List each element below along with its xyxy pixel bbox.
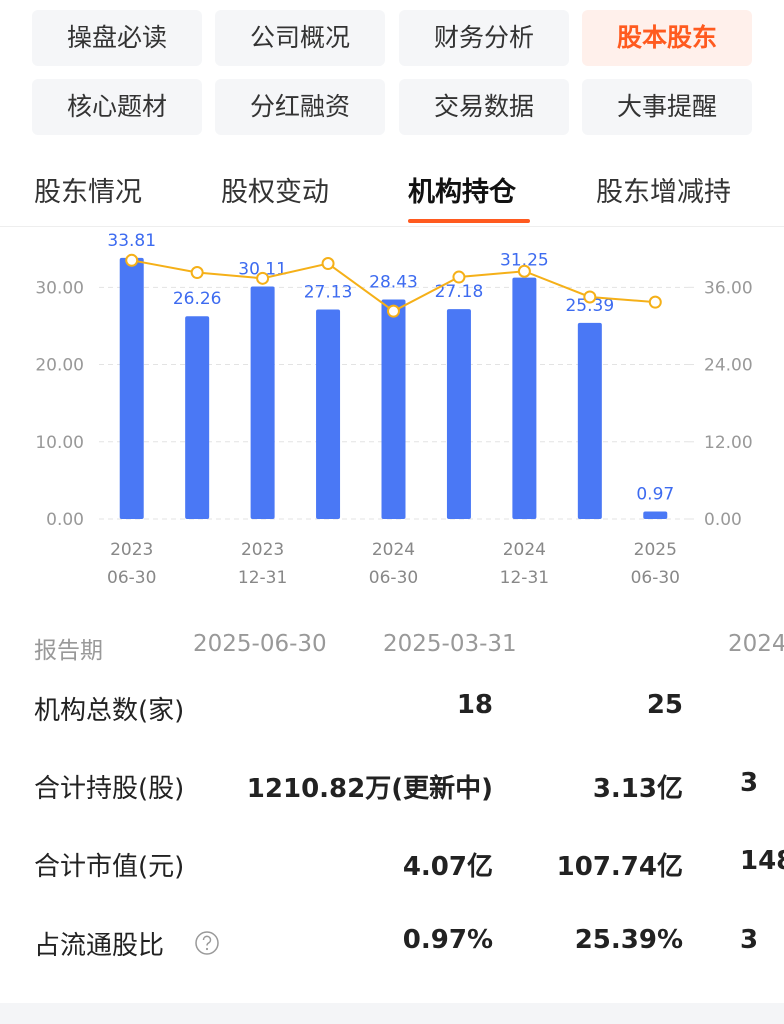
- table-cell: 占流通股比: [34, 931, 165, 961]
- y-tick-label: 10.00: [35, 433, 84, 453]
- x-tick-label: 2025 06-30: [630, 540, 680, 588]
- y2-tick-label: 12.00: [704, 433, 753, 453]
- bar: [643, 511, 668, 519]
- bar-value-label: 33.81: [107, 231, 156, 251]
- table-cell: 148: [740, 846, 784, 876]
- table-cell: 18: [456, 690, 493, 720]
- table-cell: 107.74亿: [556, 852, 683, 882]
- y2-tick-label: 0.00: [704, 510, 742, 530]
- table-cell: 25.39%: [574, 925, 683, 955]
- table-cell: 合计持股(股): [34, 774, 185, 804]
- nav-button[interactable]: 股本股东: [582, 10, 752, 66]
- table-header-cell: 报告期: [34, 638, 103, 664]
- bar-value-label: 28.43: [369, 272, 418, 292]
- nav-button[interactable]: 操盘必读: [32, 10, 202, 66]
- x-tick-label: 2023 12-31: [237, 540, 288, 588]
- bar: [446, 309, 471, 519]
- bar-value-label: 0.97: [636, 485, 674, 505]
- tab-divider: [0, 226, 784, 227]
- tab[interactable]: 机构持仓: [408, 177, 516, 208]
- nav-button[interactable]: 交易数据: [399, 79, 569, 135]
- table-cell: 3: [740, 925, 759, 955]
- nav-button[interactable]: 核心题材: [32, 79, 202, 135]
- tab[interactable]: 股东情况: [34, 177, 142, 208]
- bar-value-label: 25.39: [565, 296, 614, 316]
- table-cell: 0.97%: [402, 925, 493, 955]
- table-cell: 合计市值(元): [34, 852, 185, 882]
- x-tick-label: 2023 06-30: [107, 540, 157, 588]
- help-icon[interactable]: [194, 930, 220, 956]
- table-cell: 3.13亿: [592, 774, 683, 804]
- table-header-cell: 2024: [728, 631, 784, 657]
- nav-button[interactable]: 公司概况: [215, 10, 385, 66]
- y2-tick-label: 36.00: [704, 278, 753, 298]
- line-point: [517, 264, 531, 278]
- nav-button[interactable]: 分红融资: [215, 79, 385, 135]
- bar-value-label: 30.11: [238, 259, 287, 279]
- tab[interactable]: 股东增减持: [596, 177, 731, 208]
- line-point: [387, 304, 400, 318]
- bar: [185, 316, 210, 519]
- tab[interactable]: 股权变动: [221, 177, 329, 208]
- table-cell: 机构总数(家): [34, 696, 185, 726]
- line-point: [452, 270, 466, 284]
- table-cell: 3: [740, 768, 759, 798]
- tab-underline: [408, 219, 530, 223]
- bar-value-label: 27.13: [304, 282, 353, 302]
- nav-button[interactable]: 大事提醒: [582, 79, 752, 135]
- bar-value-label: 31.25: [500, 251, 549, 271]
- y2-tick-label: 24.00: [704, 356, 753, 376]
- table-header-cell: 2025-06-30: [193, 631, 327, 657]
- line-point: [648, 295, 662, 309]
- line-point: [190, 266, 204, 280]
- table-header-cell: 2025-03-31: [383, 631, 517, 657]
- bottom-bar: [0, 1003, 784, 1024]
- bar: [119, 257, 144, 519]
- bar: [381, 299, 406, 519]
- y-tick-label: 30.00: [35, 278, 84, 298]
- y-tick-label: 0.00: [46, 510, 84, 530]
- x-tick-label: 2024 12-31: [499, 540, 550, 588]
- line-point: [125, 253, 139, 267]
- bar: [250, 286, 275, 519]
- bar: [512, 277, 537, 519]
- line-point: [583, 290, 597, 304]
- bar: [577, 322, 602, 519]
- table-cell: 25: [646, 690, 683, 720]
- y-tick-label: 20.00: [35, 356, 84, 376]
- chart: 0.00 10.00 20.00 30.00 0.00 12.00 24.00 36.00 33…: [35, 231, 753, 530]
- bar-value-label: 27.18: [435, 282, 484, 302]
- nav-button[interactable]: 财务分析: [399, 10, 569, 66]
- x-tick-label: 2024 06-30: [368, 540, 419, 588]
- line-point: [256, 271, 270, 285]
- table-cell: 4.07亿: [402, 852, 493, 882]
- bar-value-label: 26.26: [173, 289, 222, 309]
- bar: [316, 309, 341, 519]
- line-point: [321, 257, 335, 271]
- table-cell: 1210.82万(更新中): [246, 774, 493, 804]
